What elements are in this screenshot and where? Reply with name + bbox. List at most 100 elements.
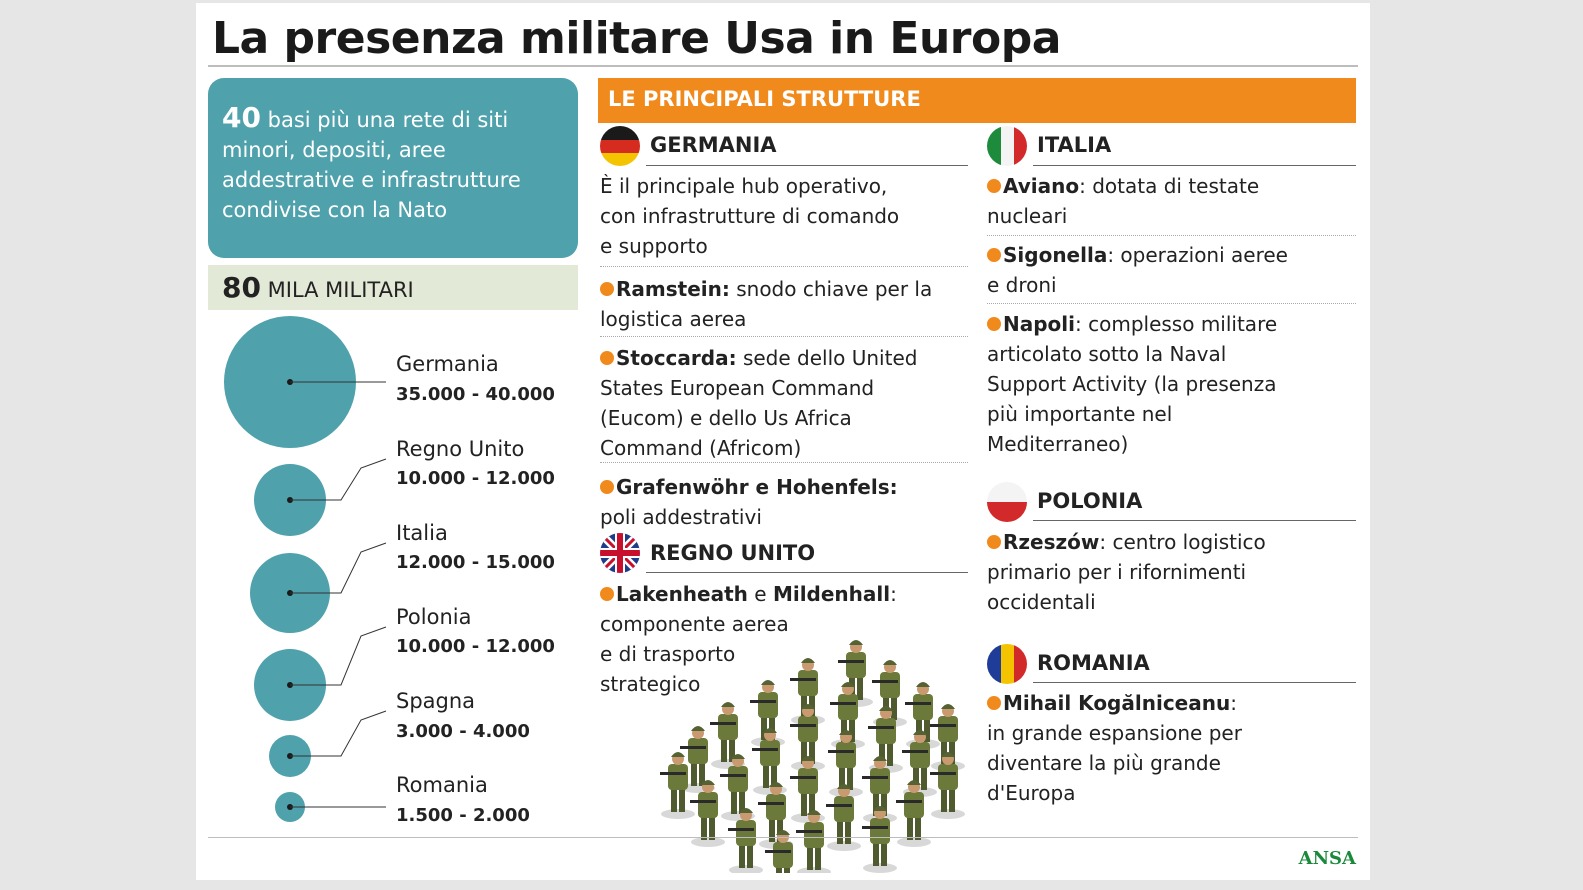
bubble-leader-regno-unito	[290, 458, 387, 501]
bubble-range-spagna: 3.000 - 4.000	[396, 721, 530, 742]
troops-number: 80	[222, 271, 261, 304]
rzeszow-name: Rzeszów	[1003, 530, 1100, 554]
italia-rule	[1033, 165, 1356, 166]
uk-flag-icon	[600, 533, 640, 573]
lakenheath-desc-line3: e di trasporto	[600, 642, 736, 666]
rzeszow-desc-line2: primario per i rifornimenti	[987, 560, 1247, 584]
sigonella-item: Sigonella: operazioni aeree e droni	[987, 240, 1288, 300]
bullet-icon	[987, 248, 1001, 262]
bubble-range-germania: 35.000 - 40.000	[396, 384, 555, 405]
dotted-separator	[600, 462, 968, 463]
kogalniceanu-item: Mihail Kogălniceanu: in grande espansion…	[987, 688, 1242, 808]
bubble-label-romania: Romania	[396, 773, 488, 797]
infographic-card: La presenza militare Usa in Europa 40 ba…	[196, 3, 1370, 880]
bases-text-line2: minori, depositi, aree	[222, 138, 446, 162]
italy-flag-icon	[987, 126, 1027, 166]
rzeszow-item: Rzeszów: centro logistico primario per i…	[987, 527, 1266, 617]
germania-intro-line3: e supporto	[600, 234, 708, 258]
dotted-separator	[987, 235, 1356, 236]
bases-number: 40	[222, 101, 261, 134]
troops-label: MILA MILITARI	[260, 278, 414, 302]
rzeszow-desc-line3: occidentali	[987, 590, 1096, 614]
sigonella-desc-line2: e droni	[987, 273, 1057, 297]
lakenheath-conj: e	[747, 582, 773, 606]
germania-rule	[646, 165, 968, 166]
soldier-figure	[728, 808, 763, 873]
troops-bubble-chart	[224, 316, 387, 822]
bubble-leader-polonia	[290, 626, 387, 686]
rzeszow-desc-line1: : centro logistico	[1099, 530, 1266, 554]
poland-flag-icon	[987, 482, 1027, 522]
germania-intro-line2: con infrastrutture di comando	[600, 204, 900, 228]
aviano-item: Aviano: dotata di testate nucleari	[987, 171, 1259, 231]
bullet-icon	[987, 696, 1001, 710]
napoli-item: Napoli: complesso militare articolato so…	[987, 309, 1277, 459]
aviano-desc-line2: nucleari	[987, 204, 1068, 228]
kogalniceanu-desc-line4: d'Europa	[987, 781, 1076, 805]
bubble-label-italia: Italia	[396, 521, 448, 545]
soldier-figure	[930, 752, 965, 819]
bases-summary-text: 40 basi più una rete di siti minori, dep…	[222, 103, 562, 225]
troops-total-text: 80 MILA MILITARI	[222, 271, 414, 304]
kogalniceanu-desc-line2: in grande espansione per	[987, 721, 1242, 745]
napoli-name: Napoli	[1003, 312, 1076, 336]
romania-flag-icon	[987, 644, 1027, 684]
soldier-figure	[896, 780, 931, 847]
kogalniceanu-name: Mihail Kogălniceanu	[1003, 691, 1231, 715]
stoccarda-desc-line1: sede dello United	[736, 346, 918, 370]
lakenheath-desc-line2: componente aerea	[600, 612, 789, 636]
regno-unito-heading: REGNO UNITO	[650, 541, 816, 565]
bullet-icon	[987, 317, 1001, 331]
bubble-leader-italia	[290, 542, 387, 594]
romania-heading: ROMANIA	[1037, 651, 1150, 675]
napoli-desc-line1: : complesso militare	[1075, 312, 1278, 336]
polonia-rule	[1033, 520, 1356, 521]
bullet-icon	[600, 587, 614, 601]
sigonella-name: Sigonella	[1003, 243, 1108, 267]
ramstein-desc-line1: snodo chiave per la	[729, 277, 933, 301]
troops-total-bar	[208, 265, 578, 310]
germania-intro-line1: È il principale hub operativo,	[600, 174, 888, 198]
grafenwohr-item: Grafenwöhr e Hohenfels: poli addestrativ…	[600, 472, 898, 532]
bubble-label-regno-unito: Regno Unito	[396, 437, 525, 461]
regno-unito-rule	[646, 572, 968, 573]
bubble-romania	[275, 792, 386, 822]
polonia-heading: POLONIA	[1037, 489, 1143, 513]
grafenwohr-desc: poli addestrativi	[600, 505, 762, 529]
lakenheath-desc-line4: strategico	[600, 672, 701, 696]
aviano-desc-line1: : dotata di testate	[1079, 174, 1260, 198]
germany-flag-icon	[600, 126, 640, 166]
stoccarda-name: Stoccarda:	[616, 346, 737, 370]
stoccarda-desc-line3: (Eucom) e dello Us Africa	[600, 406, 852, 430]
soldier-figure	[765, 830, 793, 873]
bullet-icon	[600, 351, 614, 365]
bubble-label-spagna: Spagna	[396, 689, 476, 713]
kogalniceanu-colon: :	[1230, 691, 1237, 715]
soldier-figure	[690, 780, 725, 847]
napoli-desc-line5: Mediterraneo)	[987, 432, 1129, 456]
stoccarda-item: Stoccarda: sede dello United States Euro…	[600, 343, 917, 463]
bases-text-line4: condivise con la Nato	[222, 198, 448, 222]
bubble-germania	[224, 316, 386, 448]
ramstein-item: Ramstein: snodo chiave per la logistica …	[600, 274, 932, 334]
stoccarda-desc-line2: States European Command	[600, 376, 875, 400]
lakenheath-colon: :	[890, 582, 897, 606]
germania-heading: GERMANIA	[650, 133, 777, 157]
kogalniceanu-desc-line3: diventare la più grande	[987, 751, 1221, 775]
bubble-label-germania: Germania	[396, 352, 499, 376]
bases-summary-box	[208, 78, 578, 258]
bullet-icon	[600, 480, 614, 494]
bubble-range-italia: 12.000 - 15.000	[396, 552, 555, 573]
bubble-regno-unito	[254, 458, 387, 536]
bubble-range-polonia: 10.000 - 12.000	[396, 636, 555, 657]
soldier-figure	[796, 810, 831, 873]
italia-heading: ITALIA	[1037, 133, 1112, 157]
bullet-icon	[987, 179, 1001, 193]
page-title: La presenza militare Usa in Europa	[212, 13, 1061, 64]
footer-divider	[208, 837, 1358, 838]
dotted-separator	[987, 303, 1356, 304]
bubble-spagna	[269, 710, 387, 777]
ansa-logo: ANSA	[1298, 848, 1356, 869]
bullet-icon	[600, 282, 614, 296]
soldier-figure	[752, 728, 787, 795]
